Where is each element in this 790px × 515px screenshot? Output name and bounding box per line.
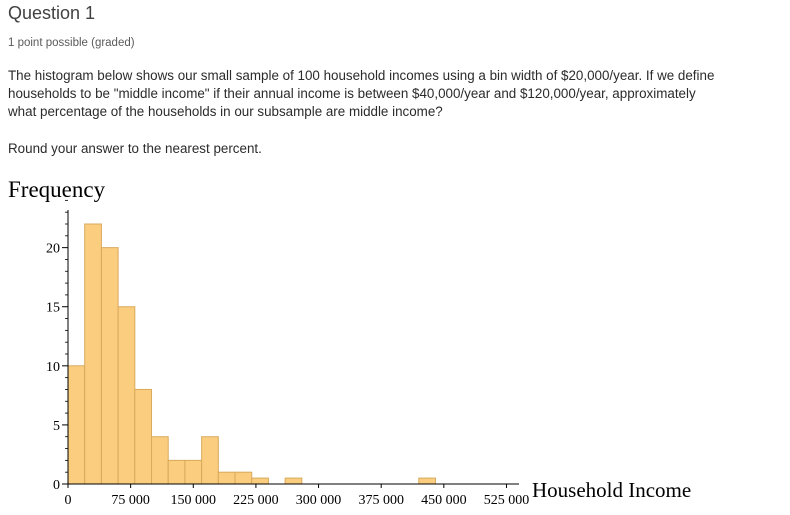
x-tick-label: 0 bbox=[65, 493, 72, 508]
histogram-bar bbox=[151, 436, 169, 485]
histogram-bars bbox=[67, 223, 436, 485]
y-tick-label: 15 bbox=[46, 301, 60, 316]
histogram-bar bbox=[167, 459, 186, 485]
histogram-bar bbox=[84, 223, 102, 485]
y-axis-ticks: 0 5 10 15 20 bbox=[46, 242, 68, 493]
histogram-bar bbox=[284, 477, 303, 485]
histogram-bar bbox=[217, 471, 236, 485]
histogram-bar bbox=[67, 365, 86, 485]
question-text: The histogram below shows our small samp… bbox=[8, 68, 715, 119]
histogram-bar bbox=[418, 477, 436, 485]
x-tick-label: 300 000 bbox=[296, 493, 342, 508]
histogram-bar bbox=[100, 247, 119, 485]
x-axis-label: Household Income bbox=[532, 478, 691, 502]
histogram-bar bbox=[251, 477, 269, 485]
x-tick-label: 450 000 bbox=[421, 493, 467, 508]
points-possible: 1 point possible (graded) bbox=[8, 37, 135, 49]
y-tick-label: 20 bbox=[46, 242, 60, 257]
rounding-instruction: Round your answer to the nearest percent… bbox=[8, 141, 262, 156]
y-axis-label: Frequency bbox=[8, 177, 106, 202]
histogram-bar bbox=[201, 436, 219, 485]
income-histogram: Frequency 0 5 10 15 20 0 75 000 150 000 225 000… bbox=[8, 177, 691, 508]
x-tick-label: 75 000 bbox=[111, 493, 150, 508]
y-tick-label: 0 bbox=[53, 478, 60, 493]
x-axis-ticks: 0 75 000 150 000 225 000 300 000 375 000 450 0… bbox=[65, 484, 530, 508]
question-title: Question 1 bbox=[8, 3, 96, 23]
x-tick-label: 525 000 bbox=[484, 493, 530, 508]
x-tick-label: 375 000 bbox=[358, 493, 404, 508]
histogram-bar bbox=[184, 459, 203, 485]
x-tick-label: 150 000 bbox=[171, 493, 217, 508]
y-tick-label: 5 bbox=[53, 419, 60, 434]
histogram-bar bbox=[234, 471, 253, 485]
histogram-bar bbox=[134, 388, 153, 485]
x-tick-label: 225 000 bbox=[233, 493, 279, 508]
y-tick-label: 10 bbox=[46, 360, 60, 375]
histogram-bar bbox=[117, 306, 136, 485]
